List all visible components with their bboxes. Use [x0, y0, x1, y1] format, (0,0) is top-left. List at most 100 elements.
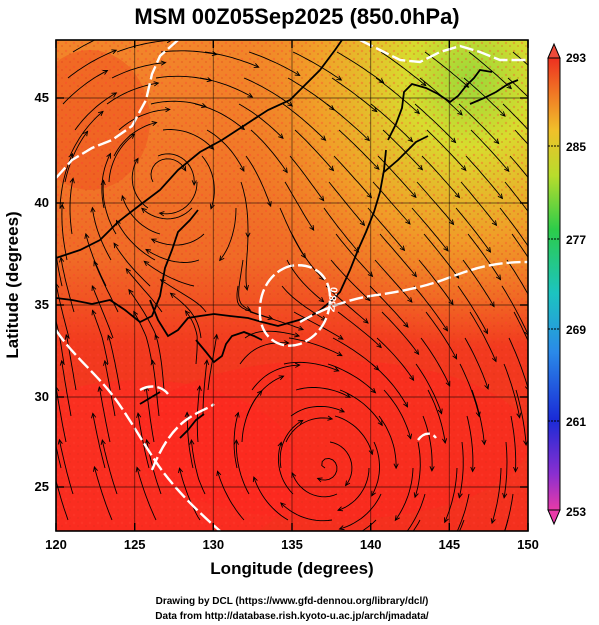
streamline — [207, 334, 218, 391]
streamline — [458, 441, 464, 498]
streamline-arrow — [448, 299, 454, 306]
streamline — [513, 311, 528, 342]
streamline — [376, 337, 414, 381]
y-tick-label: 30 — [35, 389, 49, 404]
streamline-arrow — [119, 28, 124, 32]
colorbar-tick-label: 293 — [566, 51, 586, 65]
streamline-arrow — [151, 121, 158, 127]
streamline-arrow — [429, 466, 435, 472]
streamline-arrow — [491, 220, 498, 227]
streamline-arrow — [403, 401, 409, 408]
streamline-arrow — [532, 303, 536, 308]
streamline — [506, 259, 528, 295]
streamline — [190, 439, 206, 495]
streamline — [422, 415, 433, 471]
streamline-arrow — [59, 359, 65, 366]
streamline — [503, 363, 521, 418]
streamline — [425, 311, 457, 360]
streamline-arrow — [56, 282, 60, 288]
streamline-arrow — [371, 106, 378, 113]
streamline — [69, 178, 74, 235]
streamline — [455, 207, 491, 253]
streamline — [287, 77, 335, 111]
streamline — [374, 259, 413, 303]
streamline-arrow — [282, 167, 288, 174]
streamline — [72, 40, 96, 53]
streamline — [241, 390, 263, 443]
streamline-arrow — [160, 60, 167, 66]
y-tick-label: 35 — [35, 297, 49, 312]
streamline-arrow — [150, 359, 156, 366]
streamline-arrow — [318, 297, 325, 303]
streamline — [244, 330, 300, 339]
streamline-arrow — [436, 564, 441, 569]
streamline-arrow — [143, 260, 150, 267]
streamline-arrow — [64, 333, 70, 340]
streamline-arrow — [370, 387, 377, 394]
streamline-arrow — [91, 412, 97, 419]
colorbar-tick-label: 261 — [566, 415, 586, 429]
isotherm-contours — [56, 40, 528, 531]
streamline — [458, 103, 500, 144]
streamline-arrow — [297, 419, 304, 425]
streamline-arrow — [338, 525, 345, 531]
streamline-arrow — [413, 492, 419, 499]
x-tick-label: 140 — [360, 537, 382, 552]
streamline-arrow — [90, 206, 96, 213]
streamline-arrow — [483, 328, 488, 335]
streamline — [111, 62, 166, 79]
streamline — [157, 153, 195, 185]
streamline-arrow — [363, 318, 369, 324]
streamline — [145, 249, 200, 263]
credit-drawing: Drawing by DCL (https://www.gfd-dennou.o… — [156, 596, 429, 607]
streamline-arrow — [437, 408, 443, 415]
streamline — [204, 51, 259, 68]
streamline — [61, 360, 72, 417]
streamline — [333, 155, 372, 198]
streamline-arrow — [239, 166, 245, 173]
streamline — [406, 493, 426, 531]
streamline — [293, 311, 344, 340]
streamline — [491, 467, 502, 524]
streamline-arrow — [399, 245, 406, 252]
credit-data: Data from http://database.rish.kyoto-u.a… — [155, 611, 429, 622]
streamline — [283, 361, 339, 372]
streamline — [159, 181, 198, 215]
streamline-arrow — [165, 107, 171, 113]
streamline — [292, 51, 342, 81]
streamline — [504, 181, 528, 212]
streamline — [512, 51, 528, 66]
streamline — [467, 233, 501, 280]
streamline-arrow — [491, 356, 497, 363]
streamline — [411, 207, 449, 252]
streamline-arrow — [475, 411, 481, 418]
streamline-arrow — [294, 71, 301, 77]
streamline — [426, 129, 467, 171]
streamline-arrow — [316, 477, 323, 483]
colorbar-tick-label: 269 — [566, 323, 586, 337]
streamline — [108, 133, 135, 183]
streamline — [326, 103, 370, 141]
streamline — [56, 283, 70, 339]
y-tick-label: 45 — [35, 90, 49, 105]
streamline-arrow — [327, 415, 334, 421]
streamline-arrow — [111, 92, 118, 98]
streamline-arrow — [498, 543, 502, 548]
streamline — [56, 443, 62, 469]
streamline — [510, 415, 517, 472]
colorbar-upper-arrow — [547, 42, 561, 59]
streamline-arrow — [383, 557, 388, 561]
streamline-arrow — [454, 192, 461, 199]
streamline-arrow — [394, 515, 400, 522]
streamline — [145, 386, 155, 443]
streamline-arrow — [337, 334, 344, 340]
streamline — [102, 180, 117, 235]
streamline — [501, 285, 528, 336]
streamline-arrow — [252, 476, 258, 483]
streamline — [282, 103, 326, 141]
streamline — [462, 259, 495, 307]
streamline-arrow — [145, 248, 152, 254]
streamline-arrow — [178, 467, 184, 474]
temperature-field — [56, 40, 528, 531]
